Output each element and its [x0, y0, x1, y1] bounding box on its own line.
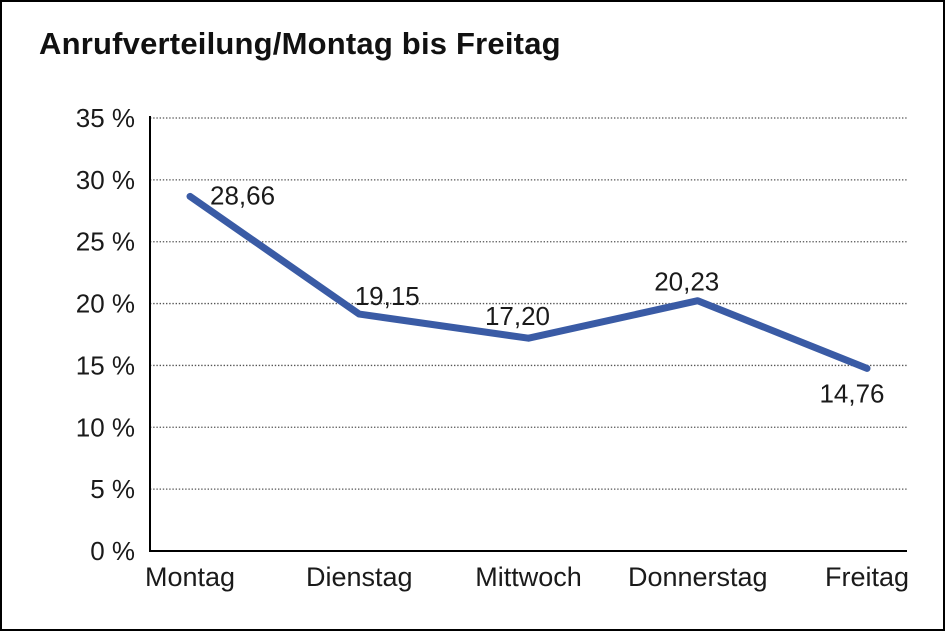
x-category-label: Donnerstag — [628, 562, 768, 592]
y-tick-label: 5 % — [90, 474, 135, 504]
x-category-label: Dienstag — [306, 562, 413, 592]
point-value-label: 19,15 — [355, 281, 420, 311]
point-value-label: 17,20 — [485, 301, 550, 331]
x-category-label: Freitag — [825, 562, 909, 592]
point-value-label: 20,23 — [654, 267, 719, 297]
chart-title: Anrufverteilung/Montag bis Freitag — [39, 26, 561, 61]
y-tick-label: 20 % — [76, 289, 135, 319]
y-tick-label: 15 % — [76, 350, 135, 380]
x-category-label: Montag — [145, 562, 235, 592]
y-tick-label: 25 % — [76, 227, 135, 257]
data-line — [186, 192, 871, 372]
y-tick-label: 10 % — [76, 412, 135, 442]
point-value-label: 28,66 — [210, 180, 275, 210]
y-tick-label: 35 % — [76, 103, 135, 133]
y-tick-label: 30 % — [76, 165, 135, 195]
y-tick-label: 0 % — [90, 536, 135, 566]
x-category-label: Mittwoch — [475, 562, 582, 592]
point-value-label: 14,76 — [819, 378, 884, 408]
